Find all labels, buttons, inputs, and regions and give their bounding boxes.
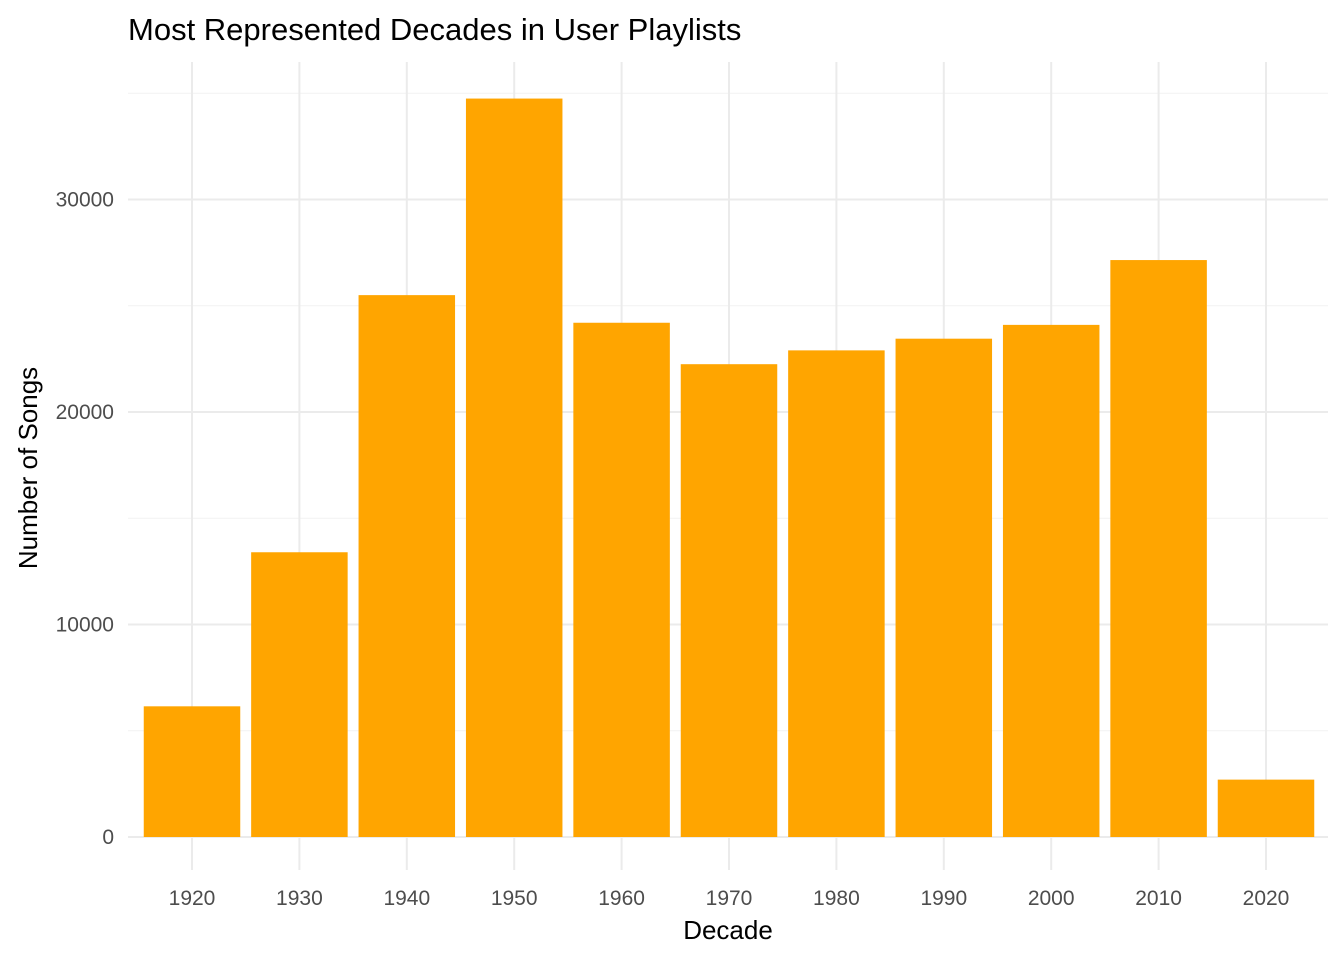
bar [358, 295, 456, 837]
chart-title: Most Represented Decades in User Playlis… [128, 12, 741, 47]
x-tick-label: 1970 [706, 887, 753, 910]
x-tick-label: 1930 [276, 887, 323, 910]
bars [143, 98, 1315, 837]
y-tick-labels: 0 10000 20000 30000 [56, 189, 114, 850]
y-tick-label: 0 [102, 826, 114, 849]
bar [143, 706, 241, 837]
x-tick-label: 2020 [1243, 887, 1290, 910]
bar [1110, 260, 1207, 837]
bar [1217, 779, 1315, 837]
bar [573, 322, 670, 837]
x-tick-label: 1940 [383, 887, 430, 910]
x-tick-label: 2000 [1028, 887, 1075, 910]
bar [788, 350, 885, 837]
bar [680, 364, 778, 837]
x-tick-labels: 1920 1930 1940 1950 1960 1970 1980 1990 2000 2010… [169, 887, 1290, 910]
x-axis-title: Decade [683, 915, 773, 945]
x-tick-label: 1920 [169, 887, 216, 910]
bar [251, 552, 348, 837]
y-tick-label: 20000 [56, 401, 114, 424]
y-tick-label: 10000 [56, 614, 114, 637]
x-tick-label: 1990 [920, 887, 967, 910]
y-axis-title: Number of Songs [13, 367, 43, 569]
x-tick-label: 1960 [598, 887, 645, 910]
y-tick-label: 30000 [56, 189, 114, 212]
x-tick-label: 1950 [491, 887, 538, 910]
bar [1002, 324, 1100, 837]
bar [895, 338, 993, 837]
x-tick-label: 1980 [813, 887, 860, 910]
x-tick-label: 2010 [1135, 887, 1182, 910]
bar [465, 98, 563, 837]
